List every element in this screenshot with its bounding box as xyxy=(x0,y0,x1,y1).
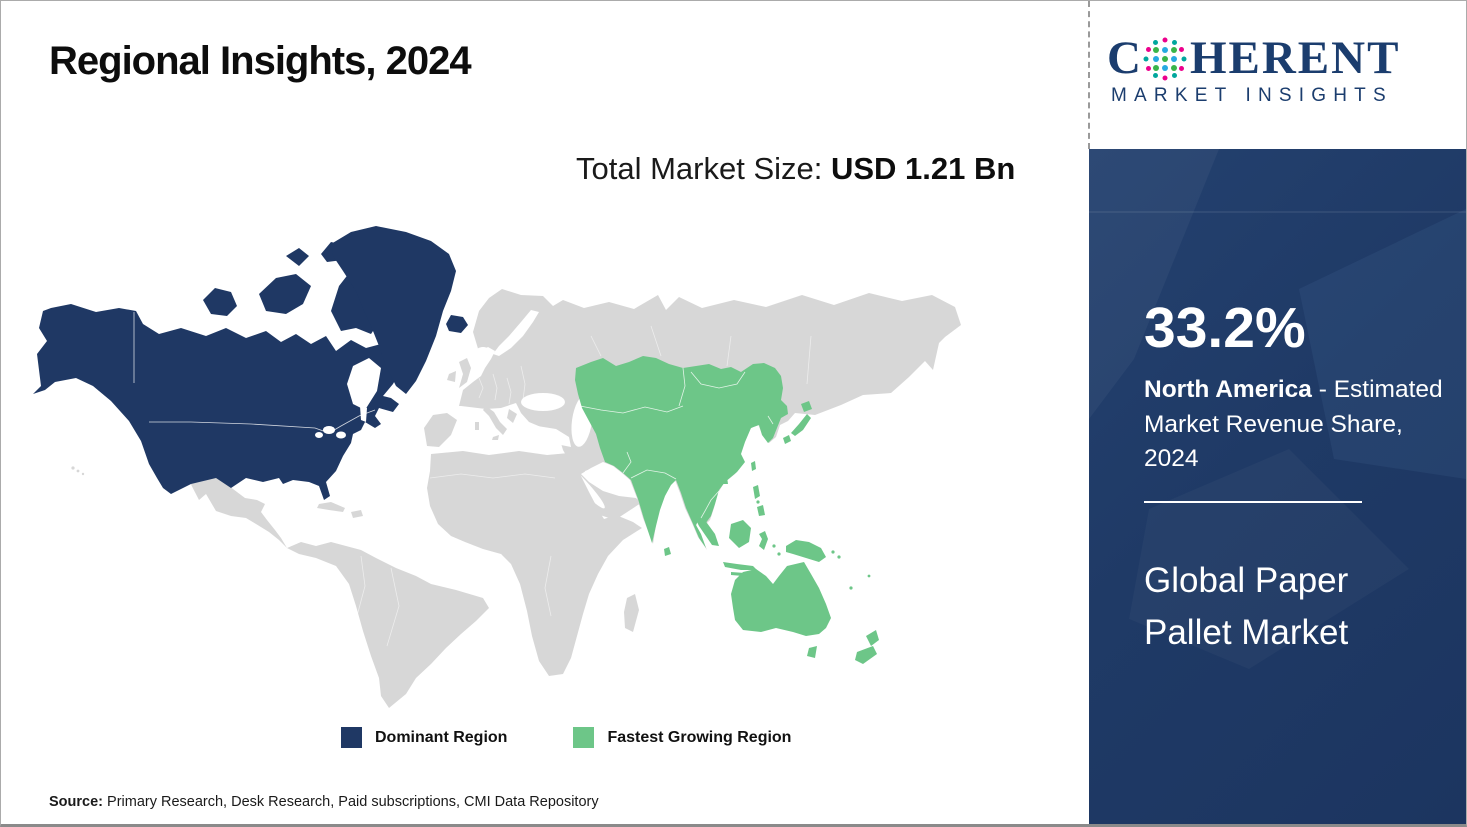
logo-globe-icon xyxy=(1143,37,1187,80)
legend-label-dominant: Dominant Region xyxy=(375,728,508,746)
header-dashed-divider xyxy=(1088,1,1090,149)
source-note: Source: Primary Research, Desk Research,… xyxy=(49,794,599,810)
share-description: North America - Estimated Market Revenue… xyxy=(1144,373,1462,477)
panel-divider xyxy=(1144,501,1362,504)
legend-item-dominant: Dominant Region xyxy=(341,727,507,748)
market-name: Global Paper Pallet Market xyxy=(1144,561,1349,652)
total-market-size-value: USD 1.21 Bn xyxy=(830,151,1016,186)
logo-letters-rest: HERENT xyxy=(1189,32,1401,84)
world-map xyxy=(33,226,961,708)
panel-content: 33.2% North America - Estimated Market R… xyxy=(1089,149,1466,658)
share-suffix: - Estimated Market Revenue Share, 2024 xyxy=(1144,375,1443,473)
total-market-size-label: Total Market Size: xyxy=(576,151,831,186)
panel-watermark-art xyxy=(1089,149,1466,479)
share-value: 33.2% xyxy=(1144,296,1306,360)
region-north-america xyxy=(33,226,468,500)
page-title: Regional Insights, 2024 xyxy=(49,39,472,83)
map-legend: Dominant Region Fastest Growing Region xyxy=(341,727,791,748)
legend-label-fastest-growing: Fastest Growing Region xyxy=(607,728,792,746)
logo-subtitle: MARKET INSIGHTS xyxy=(1111,85,1393,106)
source-text: Primary Research, Desk Research, Paid su… xyxy=(103,794,599,810)
legend-swatch-fastest-growing xyxy=(573,727,595,748)
legend-swatch-dominant xyxy=(341,727,362,748)
brand-logo: C HERENT MARKET INSIGHTS xyxy=(1107,35,1447,107)
side-panel: 33.2% North America - Estimated Market R… xyxy=(1089,149,1466,824)
total-market-size-annotation: Total Market Size: USD 1.21 Bn xyxy=(576,147,1026,191)
share-region: North America xyxy=(1144,375,1312,403)
brand-logo-wordmark: C HERENT xyxy=(1107,35,1447,82)
legend-item-fastest-growing: Fastest Growing Region xyxy=(573,727,791,748)
logo-letter-c: C xyxy=(1107,32,1141,84)
region-asia-pacific xyxy=(575,356,879,664)
source-label: Source: xyxy=(49,794,103,810)
